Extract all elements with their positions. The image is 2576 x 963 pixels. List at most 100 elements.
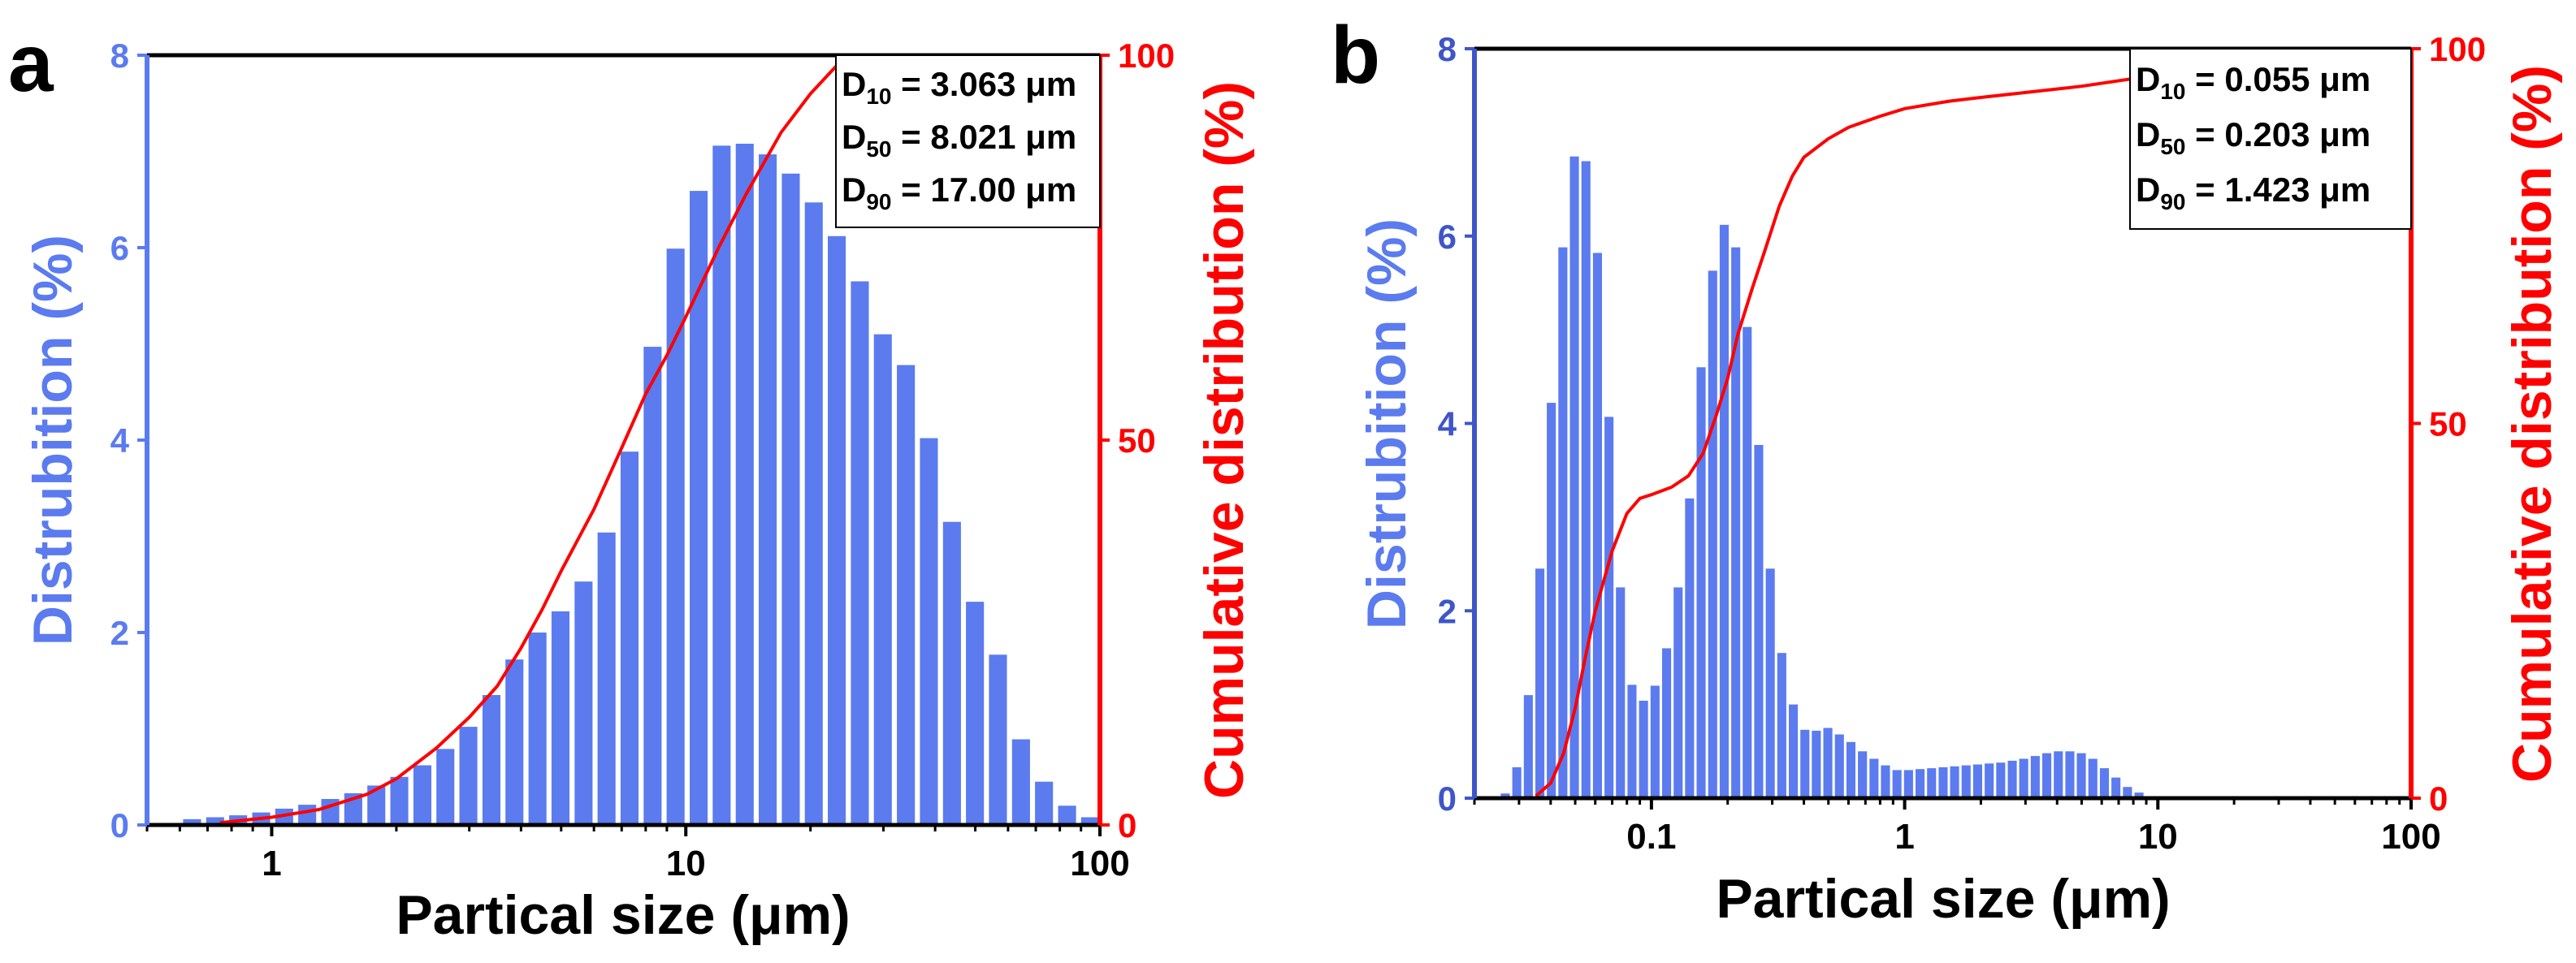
y2-axis-label-b: Cumulative distribution (%)	[2501, 65, 2563, 783]
bar-a-5	[298, 805, 317, 825]
bars-b	[1500, 156, 2155, 799]
bar-a-22	[690, 191, 708, 826]
y-tick-label-a-2: 4	[110, 421, 130, 460]
annotation-box-a: D10 = 3.063 μm D50 = 8.021 μm D90 = 17.0…	[835, 54, 1101, 228]
bar-b-18	[1708, 270, 1717, 798]
bar-b-55	[2134, 792, 2144, 798]
bar-b-31	[1858, 751, 1868, 798]
y2-tick-label-b-2: 100	[2429, 30, 2486, 68]
bar-b-41	[1972, 764, 1982, 798]
bar-b-53	[2111, 777, 2121, 798]
y2-tick-label-b-1: 50	[2429, 405, 2467, 443]
bar-b-33	[1881, 765, 1890, 798]
bar-a-11	[436, 749, 455, 825]
bar-b-44	[2007, 760, 2017, 798]
bar-b-35	[1903, 770, 1913, 798]
bar-b-27	[1812, 730, 1821, 798]
bar-b-49	[2065, 751, 2075, 798]
bar-a-36	[1011, 739, 1030, 825]
bar-b-11	[1627, 684, 1637, 798]
bar-a-12	[459, 727, 478, 825]
bar-b-50	[2076, 753, 2086, 798]
d90-label-a: D90 = 17.00 μm	[842, 171, 1076, 214]
d50-label-a: D50 = 8.021 μm	[842, 118, 1076, 162]
bar-b-1	[1512, 767, 1522, 798]
x-tick-label-b-3: 100	[2381, 817, 2440, 857]
d10-label-b: D10 = 0.055 μm	[2136, 60, 2370, 104]
bar-a-33	[942, 521, 961, 825]
bar-b-17	[1696, 367, 1706, 798]
panel-letter-b: b	[1331, 10, 1380, 101]
x-tick-label-b-0: 0.1	[1626, 817, 1676, 857]
x-tick-label-a-2: 100	[1070, 844, 1129, 883]
bar-a-35	[989, 654, 1007, 825]
y-tick-label-a-0: 0	[110, 806, 129, 844]
y-axis-label-a: Distrubition (%)	[22, 235, 84, 646]
bar-b-9	[1604, 417, 1614, 798]
bar-a-14	[505, 659, 524, 825]
y2-tick-label-a-2: 100	[1118, 37, 1175, 75]
bar-b-0	[1500, 793, 1510, 798]
y-axis-label-b: Distrubition (%)	[1356, 218, 1418, 629]
bar-a-21	[666, 248, 685, 825]
y-tick-label-a-4: 8	[110, 37, 129, 75]
bar-b-22	[1754, 445, 1764, 798]
bar-b-40	[1961, 765, 1971, 798]
bar-a-13	[482, 695, 500, 825]
y-tick-label-b-1: 2	[1438, 592, 1457, 630]
bar-b-25	[1789, 704, 1799, 798]
bar-a-23	[712, 145, 731, 825]
bar-b-42	[1985, 763, 1994, 798]
bar-b-45	[2019, 758, 2028, 798]
y-tick-label-a-3: 6	[110, 229, 129, 267]
bar-b-8	[1592, 253, 1602, 798]
bar-a-16	[551, 611, 569, 825]
bar-b-30	[1846, 741, 1855, 798]
bar-b-51	[2088, 758, 2098, 798]
bar-a-8	[367, 785, 386, 825]
bar-b-16	[1685, 498, 1695, 798]
bar-b-2	[1523, 695, 1533, 798]
d90-label-b: D90 = 1.423 μm	[2136, 171, 2370, 214]
y2-tick-label-a-0: 0	[1118, 806, 1136, 844]
bar-b-23	[1765, 568, 1775, 798]
d10-label-a: D10 = 3.063 μm	[842, 65, 1076, 109]
y-tick-label-b-3: 6	[1438, 218, 1457, 256]
bar-b-34	[1892, 770, 1902, 798]
bar-b-24	[1777, 653, 1786, 798]
annotation-box-b: D10 = 0.055 μm D50 = 0.203 μm D90 = 1.42…	[2129, 48, 2412, 230]
bar-b-46	[2030, 756, 2040, 798]
bar-b-14	[1662, 648, 1672, 798]
bar-a-1	[206, 817, 224, 825]
bar-b-4	[1547, 403, 1556, 798]
bar-b-13	[1650, 685, 1660, 798]
bar-b-54	[2123, 787, 2132, 798]
bar-a-28	[828, 235, 846, 825]
bar-b-52	[2099, 768, 2109, 798]
y2-tick-label-b-0: 0	[2429, 779, 2448, 818]
bar-b-32	[1869, 758, 1879, 798]
y-tick-label-b-2: 4	[1438, 405, 1457, 443]
bar-a-20	[643, 347, 662, 826]
bar-b-7	[1581, 161, 1591, 798]
cumulative-line-b	[1535, 47, 2411, 797]
cumulative-line-a	[219, 54, 1100, 825]
bar-b-15	[1673, 587, 1683, 798]
bars-a	[183, 144, 1099, 826]
bar-b-21	[1743, 326, 1752, 798]
bar-b-47	[2042, 753, 2052, 798]
bar-b-43	[1996, 762, 2006, 798]
bar-b-36	[1916, 769, 1925, 798]
y-tick-label-a-1: 2	[110, 614, 129, 652]
bar-b-19	[1719, 224, 1729, 798]
y2-axis-label-a: Cumulative distribution (%)	[1193, 81, 1255, 799]
bar-a-25	[759, 154, 777, 826]
panel-letter-a: a	[8, 18, 54, 109]
y-tick-label-b-0: 0	[1438, 779, 1457, 818]
bar-b-48	[2054, 751, 2063, 798]
bar-b-3	[1535, 568, 1545, 798]
bar-b-5	[1558, 247, 1568, 799]
